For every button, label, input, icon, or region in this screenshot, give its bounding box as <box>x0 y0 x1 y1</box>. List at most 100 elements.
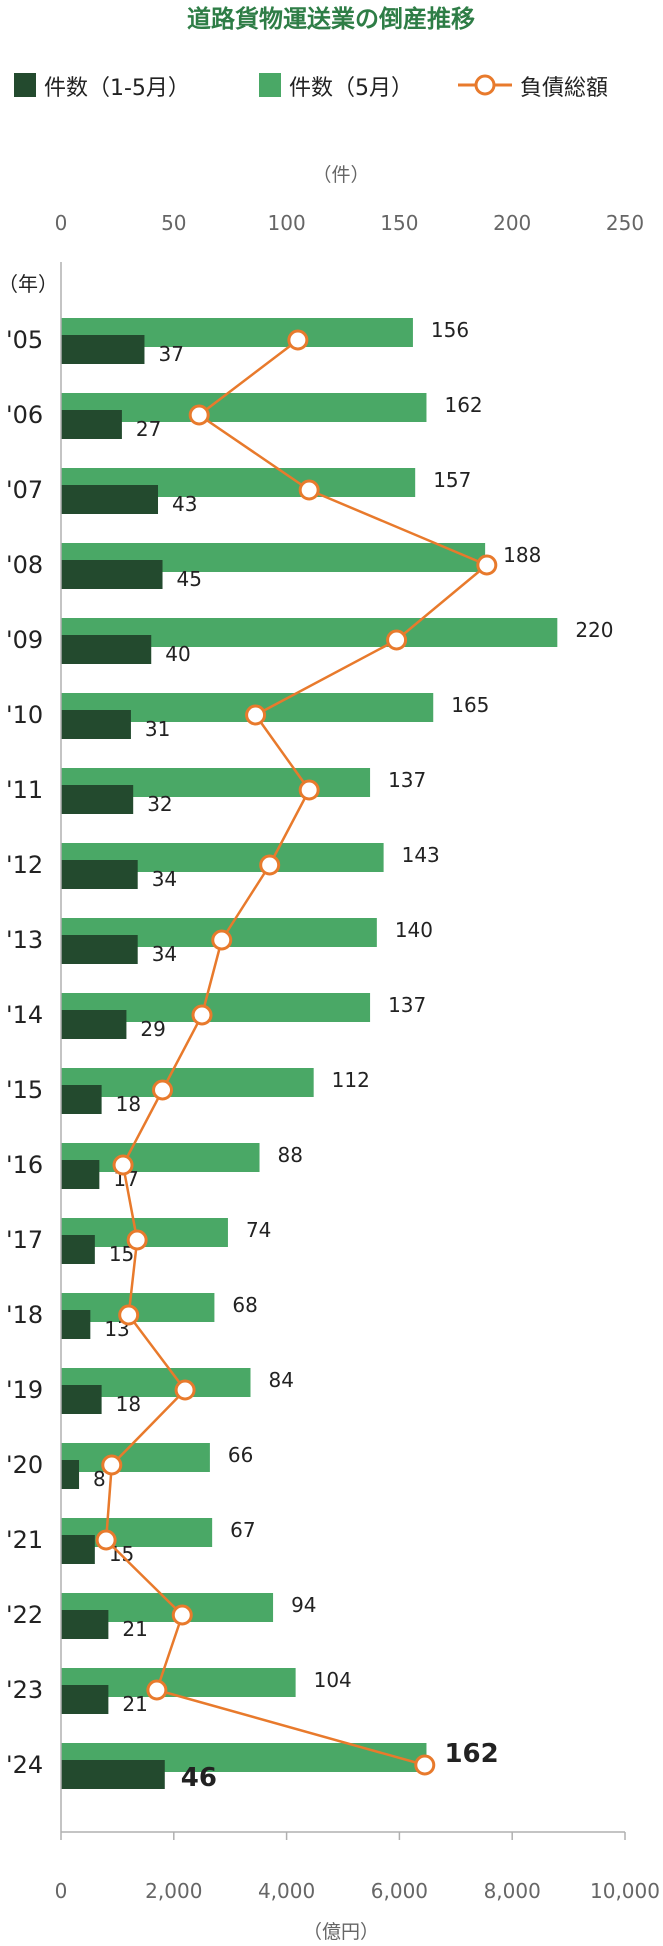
year-label: '24 <box>6 1751 43 1779</box>
debt-point <box>174 1379 196 1401</box>
value-label-may: 112 <box>332 1068 370 1092</box>
year-label: '17 <box>6 1226 43 1254</box>
value-label-may: 140 <box>395 918 433 942</box>
value-label-jan-may: 21 <box>122 1617 147 1641</box>
legend: 件数（1-5月） 件数（5月） 負債総額 <box>14 73 608 101</box>
bottom-tick-label: 4,000 <box>258 1879 315 1903</box>
legend-swatch-light <box>259 73 281 97</box>
year-label: '18 <box>6 1301 43 1329</box>
bar-may <box>61 1443 210 1472</box>
value-label-may: 104 <box>314 1668 352 1692</box>
debt-point <box>245 704 267 726</box>
debt-point <box>211 929 233 951</box>
y-axis-title: （年） <box>0 272 58 296</box>
year-label: '14 <box>6 1001 43 1029</box>
value-label-may: 143 <box>402 843 440 867</box>
year-labels: '05 '06 '07 '08 '09 '10 '11 '12 '13 '14 '15 '16 '17 '… <box>6 326 43 1779</box>
debt-point <box>118 1304 140 1326</box>
bar-jan-may <box>61 1010 127 1039</box>
chart-title: 道路貨物運送業の倒産推移 <box>187 5 475 33</box>
value-label-jan-may: 34 <box>152 942 177 966</box>
debt-point <box>188 404 210 426</box>
bar-jan-may <box>61 485 159 514</box>
bar-jan-may <box>61 1160 100 1189</box>
value-label-may: 137 <box>388 993 426 1017</box>
bottom-tick-label: 10,000 <box>590 1879 660 1903</box>
bar-jan-may <box>61 1535 95 1564</box>
bottom-tick-label: 6,000 <box>371 1879 428 1903</box>
year-label: '21 <box>6 1526 43 1554</box>
value-label-may: 88 <box>278 1143 303 1167</box>
top-tick-label: 150 <box>380 211 418 235</box>
value-label-jan-may: 34 <box>152 867 177 891</box>
value-label-may: 67 <box>230 1518 255 1542</box>
debt-point <box>386 629 408 651</box>
year-label: '19 <box>6 1376 43 1404</box>
value-label-jan-may: 37 <box>158 342 183 366</box>
legend-swatch-dark <box>14 73 36 97</box>
bar-jan-may <box>61 785 134 814</box>
bars: 1563716227157431884522040165311373214334… <box>61 318 614 1793</box>
bar-jan-may <box>61 560 163 589</box>
debt-line-path <box>104 339 489 1767</box>
debt-point <box>476 554 498 576</box>
year-label: '22 <box>6 1601 43 1629</box>
value-label-may: 74 <box>246 1218 271 1242</box>
value-label-jan-may: 27 <box>136 417 161 441</box>
value-label-jan-may: 46 <box>181 1763 217 1793</box>
top-axis-ticks: 0 50 100 150 200 250 <box>55 211 644 235</box>
year-label: '05 <box>6 326 43 354</box>
bar-jan-may <box>61 935 138 964</box>
value-label-may: 68 <box>232 1293 257 1317</box>
year-label: '07 <box>6 476 43 504</box>
year-label: '10 <box>6 701 43 729</box>
value-label-jan-may: 8 <box>93 1467 106 1491</box>
bottom-axis-title: （億円） <box>303 1921 379 1943</box>
top-tick-label: 0 <box>55 211 68 235</box>
value-label-jan-may: 18 <box>116 1092 141 1116</box>
legend-marker <box>474 74 496 96</box>
bar-jan-may <box>61 710 131 739</box>
debt-line <box>95 329 498 1776</box>
bottom-axis-ticks: 0 2,000 4,000 6,000 8,000 10,000 <box>55 1832 660 1903</box>
bar-jan-may <box>61 1460 80 1489</box>
bottom-tick-label: 0 <box>55 1879 68 1903</box>
year-label: '13 <box>6 926 43 954</box>
debt-point <box>287 329 309 351</box>
value-label-jan-may: 21 <box>122 1692 147 1716</box>
debt-point <box>171 1604 193 1626</box>
debt-point <box>146 1679 168 1701</box>
top-tick-label: 200 <box>493 211 531 235</box>
bar-jan-may <box>61 1385 102 1414</box>
bar-jan-may <box>61 335 145 364</box>
legend-label-line: 負債総額 <box>520 76 608 101</box>
debt-point <box>259 854 281 876</box>
debt-point <box>191 1004 213 1026</box>
debt-point <box>298 779 320 801</box>
value-label-jan-may: 32 <box>147 792 172 816</box>
year-label: '16 <box>6 1151 43 1179</box>
bar-jan-may <box>61 1235 95 1264</box>
year-label: '23 <box>6 1676 43 1704</box>
value-label-jan-may: 31 <box>145 717 170 741</box>
year-label: '20 <box>6 1451 43 1479</box>
value-label-may: 162 <box>444 393 482 417</box>
legend-label-light: 件数（5月） <box>289 76 413 101</box>
debt-point <box>126 1229 148 1251</box>
year-label: '06 <box>6 401 43 429</box>
bar-jan-may <box>61 1610 109 1639</box>
debt-point <box>152 1079 174 1101</box>
year-label: '11 <box>6 776 43 804</box>
value-label-may: 137 <box>388 768 426 792</box>
bar-jan-may <box>61 860 138 889</box>
bar-may <box>61 1068 314 1097</box>
bar-jan-may <box>61 1310 91 1339</box>
legend-label-dark: 件数（1-5月） <box>44 76 190 101</box>
debt-point <box>112 1154 134 1176</box>
value-label-may: 157 <box>433 468 471 492</box>
value-label-may: 156 <box>431 318 469 342</box>
value-label-may: 165 <box>451 693 489 717</box>
top-tick-label: 100 <box>268 211 306 235</box>
year-label: '09 <box>6 626 43 654</box>
